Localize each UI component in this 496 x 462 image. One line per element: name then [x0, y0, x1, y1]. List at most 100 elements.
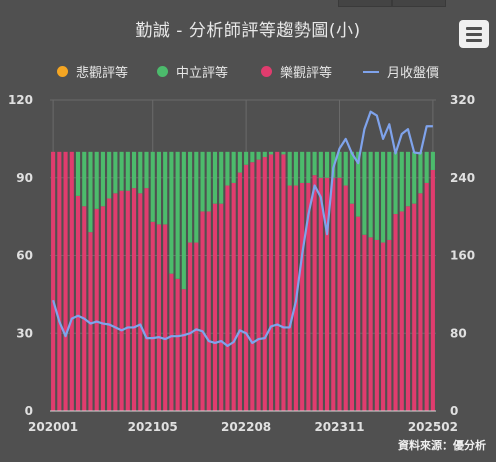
bar-segment	[156, 151, 162, 225]
bar-segment	[175, 151, 180, 279]
bar-segment	[169, 151, 174, 274]
bar-segment	[405, 206, 411, 411]
bar-segment	[219, 203, 224, 411]
bar-segment	[368, 237, 373, 411]
bar-segment	[244, 151, 249, 165]
bar-segment	[318, 151, 323, 178]
bar-segment	[237, 151, 242, 173]
bar-segment	[200, 151, 205, 212]
bar-segment	[113, 193, 118, 411]
data-source-label: 資料來源：優分析	[398, 439, 486, 452]
legend-item-neutral[interactable]: 中立評等	[157, 62, 228, 81]
bar-segment	[100, 151, 105, 207]
bar-segment	[150, 221, 155, 411]
bar-segment	[368, 151, 373, 238]
bar-segment	[393, 151, 398, 215]
bar-segment	[163, 224, 168, 411]
bar-segment	[356, 216, 361, 411]
bar-segment	[381, 151, 386, 243]
y-right-tick-label: 80	[450, 326, 467, 340]
bar-segment	[144, 151, 149, 189]
bar-segment	[412, 151, 417, 204]
y-right-tick-label: 320	[450, 93, 475, 107]
menu-button[interactable]	[459, 20, 489, 48]
bar-segment	[94, 151, 99, 209]
bar-segment	[169, 273, 174, 411]
legend-item-optimistic[interactable]: 樂觀評等	[261, 62, 332, 81]
legend-label: 樂觀評等	[280, 66, 333, 81]
bar-segment	[331, 177, 336, 411]
bar-segment	[268, 154, 274, 412]
bar-segment	[175, 278, 180, 411]
bar-segment	[349, 203, 355, 411]
bar-segment	[237, 172, 242, 411]
bar-segment	[287, 185, 292, 411]
bar-segment	[119, 151, 124, 191]
x-tick-label: 202208	[221, 420, 271, 434]
bar-segment	[125, 151, 130, 191]
menu-icon-bar	[466, 39, 482, 42]
legend-line-icon	[363, 70, 379, 73]
chart-title: 勤誠 - 分析師評等趨勢圖(小)	[135, 21, 361, 41]
bar-segment	[430, 151, 435, 170]
bar-segment	[418, 193, 423, 411]
bar-segment	[262, 151, 267, 158]
chart-legend: 悲觀評等 中立評等 樂觀評等 月收盤價	[0, 62, 496, 84]
bar-segment	[156, 224, 162, 411]
legend-dot-icon	[261, 66, 272, 77]
bar-segment	[324, 177, 330, 411]
bar-segment	[69, 151, 74, 412]
bar-segment	[63, 151, 68, 412]
bar-segment	[138, 151, 143, 194]
legend-label: 悲觀評等	[76, 66, 129, 81]
bar-segment	[362, 234, 367, 411]
bar-segment	[424, 151, 429, 183]
bar-segment	[119, 190, 124, 411]
x-tick-label: 202001	[28, 420, 78, 434]
tab-fragment-right[interactable]	[392, 0, 446, 7]
x-tick-label: 202502	[408, 420, 458, 434]
bar-segment	[206, 211, 211, 411]
bar-segment	[181, 151, 186, 290]
y-left-tick-label: 120	[8, 93, 33, 107]
bar-segment	[256, 159, 261, 411]
bar-segment	[107, 151, 112, 199]
bar-segment	[244, 164, 249, 411]
bar-segment	[150, 151, 155, 222]
bar-segment	[82, 206, 87, 411]
bar-segment	[75, 151, 81, 196]
tab-fragment-left[interactable]	[338, 0, 392, 7]
bar-segment	[231, 182, 236, 411]
legend-label: 月收盤價	[387, 66, 440, 81]
bar-segment	[312, 175, 317, 411]
bar-segment	[131, 151, 137, 189]
legend-dot-icon	[57, 66, 68, 77]
legend-item-pessimistic[interactable]: 悲觀評等	[57, 62, 128, 81]
bar-segment	[374, 151, 379, 240]
bar-segment	[312, 151, 317, 176]
bar-segment	[337, 151, 342, 178]
bar-segment	[200, 211, 205, 411]
y-right-tick-label: 160	[450, 249, 475, 263]
bar-segment	[343, 151, 348, 186]
bar-segment	[374, 239, 379, 411]
bar-segment	[206, 151, 211, 212]
bar-segment	[107, 198, 112, 411]
legend-item-close-price[interactable]: 月收盤價	[363, 62, 439, 81]
bar-segment	[268, 151, 274, 155]
bar-segment	[318, 177, 323, 411]
bar-segment	[262, 157, 267, 411]
bar-segment	[324, 151, 330, 178]
bar-segment	[212, 203, 218, 411]
bar-segment	[88, 151, 93, 233]
bar-segment	[225, 151, 230, 186]
y-left-tick-label: 60	[16, 249, 33, 263]
bar-segment	[275, 151, 280, 412]
bar-segment	[219, 151, 224, 204]
bar-segment	[138, 193, 143, 411]
x-tick-label: 202105	[128, 420, 178, 434]
bar-segment	[100, 206, 105, 411]
bar-segment	[430, 169, 435, 411]
